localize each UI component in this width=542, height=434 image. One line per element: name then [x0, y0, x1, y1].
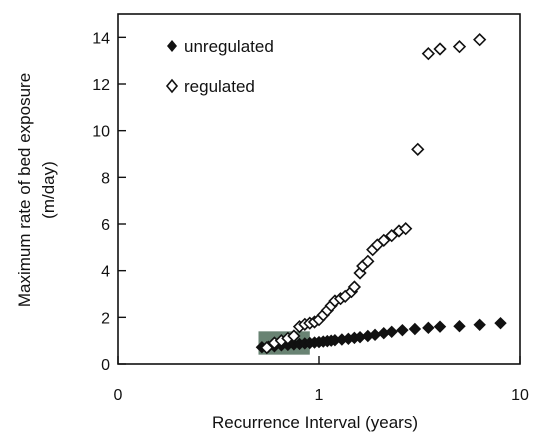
y-axis-title-line-1: Maximum rate of bed exposure [15, 73, 34, 307]
y-tick-label-10: 10 [92, 124, 110, 141]
unregulated-point-22 [385, 325, 398, 339]
regulated-point-0 [260, 341, 274, 355]
y-tick-label-8: 8 [101, 170, 110, 187]
legend: unregulated regulated [165, 37, 274, 96]
y-tick-label-4: 4 [101, 264, 110, 281]
x-tick-label-10: 10 [511, 387, 529, 404]
y-tick-label-12: 12 [92, 77, 110, 94]
x-axis-title: Recurrence Interval (years) [212, 413, 418, 432]
regulated-point-30 [452, 40, 467, 54]
y-axis-title: Maximum rate of bed exposure (m/day) [15, 73, 58, 307]
unregulated-point-28 [473, 318, 486, 332]
unregulated-point-27 [453, 319, 466, 333]
y-tick-label-14: 14 [92, 30, 110, 47]
plot-frame [117, 13, 521, 365]
regulated-point-23 [377, 233, 391, 247]
data-marks [255, 33, 507, 355]
y-axis-title-line-2: (m/day) [39, 161, 58, 219]
y-tick-label-2: 2 [101, 310, 110, 327]
legend-label-regulated: regulated [184, 77, 255, 96]
regulated-point-31 [473, 33, 487, 47]
regulated-point-4 [287, 329, 301, 343]
regulated-point-20 [361, 254, 375, 268]
x-tick-label-1: 1 [315, 387, 324, 404]
unregulated-point-29 [494, 316, 507, 330]
y-tick-label-0: 0 [101, 357, 110, 374]
y-tick-label-6: 6 [101, 217, 110, 234]
x-tick-label-0: 0 [114, 387, 123, 404]
regulated-point-26 [399, 222, 413, 236]
unregulated-point-23 [396, 323, 409, 337]
unregulated-point-26 [433, 320, 447, 333]
axes: 0 2 4 6 8 10 12 14 0 1 10 [92, 13, 529, 404]
legend-marker-regulated [165, 78, 179, 94]
unregulated-point-25 [422, 321, 435, 335]
unregulated-point-24 [408, 322, 422, 336]
regulated-point-17 [347, 280, 362, 294]
regulated-point-28 [421, 47, 435, 61]
regulated-point-29 [433, 42, 447, 56]
legend-marker-unregulated [167, 40, 177, 52]
regulated-point-27 [411, 142, 425, 156]
legend-label-unregulated: unregulated [184, 37, 274, 56]
